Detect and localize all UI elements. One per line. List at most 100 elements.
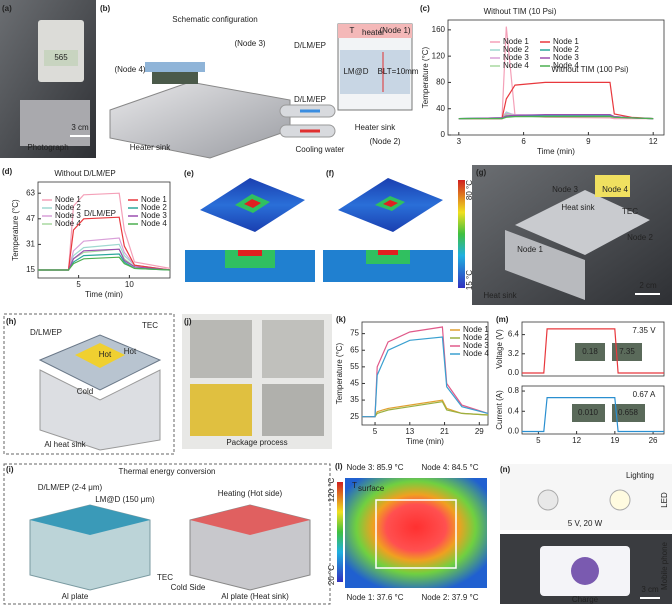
label: Charge <box>572 595 599 604</box>
label: Node 4: 84.5 °C <box>421 463 478 472</box>
label: Heater sink <box>355 123 396 132</box>
label: Heat sink <box>483 291 517 300</box>
y-axis-label: Temperature (°C) <box>11 199 20 261</box>
series-line <box>362 401 489 418</box>
y-tick-label: 160 <box>432 25 446 34</box>
label: (Node 4) <box>114 65 145 74</box>
y-tick-label: 55 <box>350 362 359 371</box>
plot-frame <box>521 385 665 435</box>
label: (j) <box>184 317 192 326</box>
thermal-outline <box>375 499 457 569</box>
y-tick-label: 0.4 <box>508 406 520 415</box>
label: 80 °C <box>465 180 474 200</box>
x-axis-label: Time (min) <box>85 290 123 299</box>
legend-label: Node 3 <box>141 211 167 220</box>
annotation: 7.35 <box>619 347 635 356</box>
label: 20 °C <box>327 565 336 585</box>
label: LED <box>660 492 669 508</box>
label: Photograph <box>27 143 68 152</box>
y-axis-label: Temperature (°C) <box>421 46 430 108</box>
heater-block <box>145 62 205 72</box>
annotation: 0.18 <box>582 347 598 356</box>
bulb <box>609 489 631 511</box>
label: Node 2 <box>627 233 653 242</box>
plot-frame <box>447 19 665 136</box>
label: Heat sink <box>561 203 595 212</box>
phone-icon <box>571 557 599 585</box>
sim-hot <box>383 200 398 207</box>
y-tick-label: 25 <box>350 412 359 421</box>
heat-sink <box>39 369 161 451</box>
legend-label: Node 3 <box>553 53 579 62</box>
x-tick-label: 3 <box>457 137 462 146</box>
label: Node 1 <box>517 245 543 254</box>
annotation: 7.35 V <box>632 326 656 335</box>
label: Heater sink <box>130 143 171 152</box>
label: Al plate <box>62 592 89 601</box>
label: 5 V, 20 W <box>568 519 603 528</box>
x-axis-label: Time (min) <box>406 437 444 446</box>
label: (g) <box>476 168 487 177</box>
label: (Node 3) <box>234 39 265 48</box>
y-tick-label: 6.4 <box>508 330 520 339</box>
label: Al heat sink <box>44 440 86 449</box>
legend-label: Node 2 <box>141 203 167 212</box>
label: surface <box>358 484 385 493</box>
label: heater <box>362 28 385 37</box>
annotation: 0.010 <box>578 408 599 417</box>
label: Schematic configuration <box>172 15 257 24</box>
lcd <box>572 404 605 422</box>
label: (a) <box>2 4 12 13</box>
series-line <box>458 116 654 120</box>
x-tick-label: 5 <box>76 280 81 289</box>
lcd <box>575 343 605 361</box>
label: 2 cm <box>639 281 657 290</box>
heater-layer <box>338 24 412 38</box>
legend-label: Node 1 <box>503 37 529 46</box>
label: Node 4 <box>602 185 628 194</box>
x-tick-label: 19 <box>610 436 619 445</box>
y-tick-label: 65 <box>350 345 359 354</box>
series-line <box>38 243 171 271</box>
lm-layer <box>340 50 410 94</box>
hot-top <box>190 505 310 535</box>
x-tick-label: 26 <box>649 436 658 445</box>
legend-label: Node 1 <box>463 325 489 334</box>
legend-label: Node 3 <box>463 341 489 350</box>
y-tick-label: 80 <box>436 78 445 87</box>
series-line <box>38 256 171 271</box>
label: TEC <box>142 321 158 330</box>
legend-label: Node 4 <box>141 219 167 228</box>
panel-frame <box>3 463 331 605</box>
label: Mobile phone <box>660 541 669 590</box>
label: Al plate (Heat sink) <box>221 592 289 601</box>
legend-label: Node 4 <box>463 349 489 358</box>
series-line <box>522 397 664 433</box>
sim-hot <box>244 199 261 208</box>
y-axis-label: Temperature (°C) <box>335 342 344 404</box>
photo-step <box>190 384 252 436</box>
x-tick-label: 5 <box>373 427 378 436</box>
y-tick-label: 0.0 <box>508 427 520 436</box>
series-line <box>522 328 664 374</box>
legend-label: Node 2 <box>55 203 81 212</box>
lcd <box>612 343 642 361</box>
label: LM@D (150 μm) <box>95 495 155 504</box>
sim-section-hot <box>225 250 275 268</box>
label: T <box>352 481 357 490</box>
label: D/LM/EP (2-4 μm) <box>38 483 103 492</box>
label: (e) <box>184 169 194 178</box>
panel-label: (d) <box>2 167 13 176</box>
x-tick-label: 6 <box>521 137 526 146</box>
meter-screen <box>44 50 78 66</box>
x-axis-label: Time (min) <box>537 147 575 156</box>
y-tick-label: 75 <box>350 329 359 338</box>
plot-frame <box>37 181 171 279</box>
photo-step <box>190 320 252 378</box>
label: BLT=10mm <box>378 67 419 76</box>
photo-step <box>262 384 324 436</box>
label: Hot <box>124 347 137 356</box>
label: Cooling water <box>296 145 345 154</box>
y-tick-label: 47 <box>26 214 35 223</box>
